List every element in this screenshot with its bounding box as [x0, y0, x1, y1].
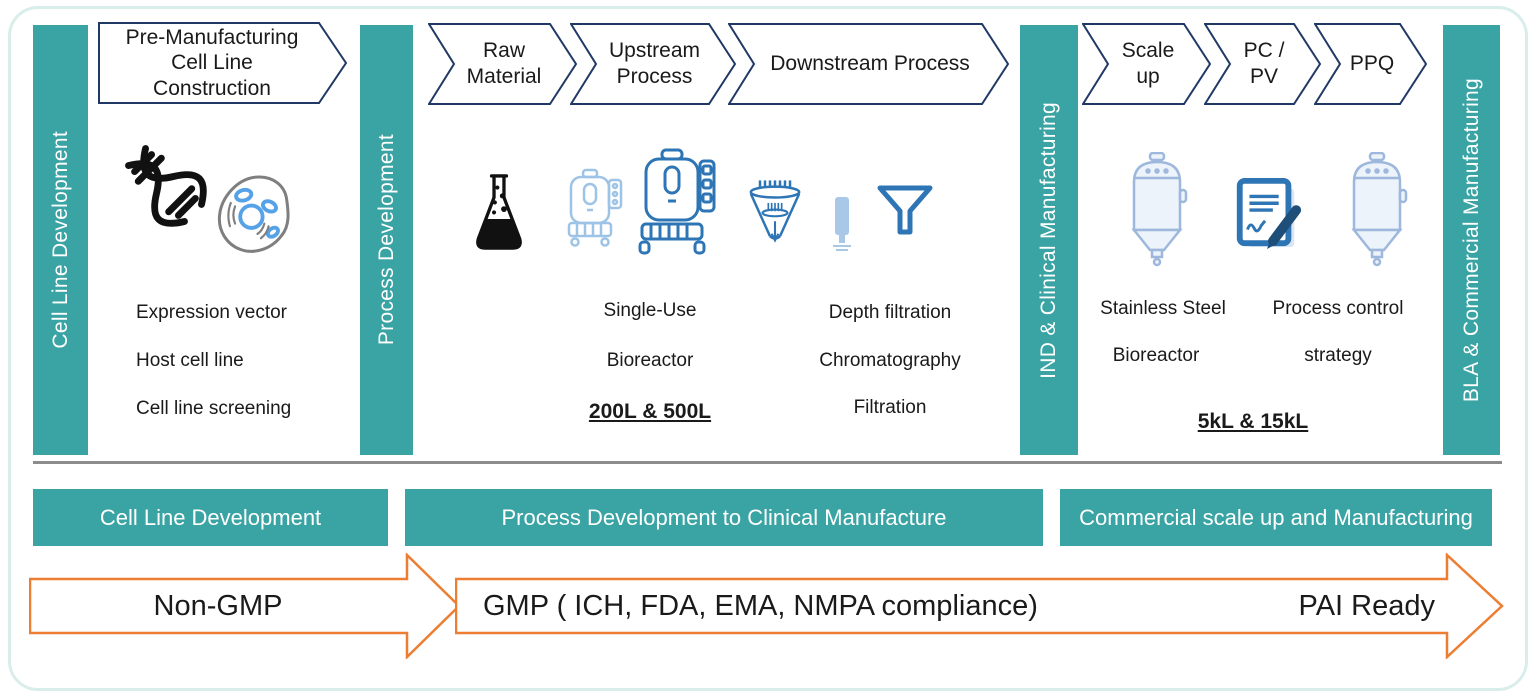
arrow-shape: [29, 553, 461, 659]
chevron-pre-manufacturing: Pre-Manufacturing Cell Line Construction: [98, 22, 348, 104]
chevron-shape: [1204, 23, 1322, 105]
sidebar-cell-line-development: Cell Line Development: [33, 25, 88, 455]
chevron-pc-pv: PC / PV: [1204, 23, 1322, 105]
stainless-steel-bioreactor-icon: [1126, 151, 1188, 272]
chevron-scale-up-label: Scale up: [1121, 39, 1175, 88]
phase-bar-process-to-clinical: Process Development to Clinical Manufact…: [405, 489, 1043, 546]
sidebar-ind-clinical-manufacturing: IND & Clinical Manufacturing: [1020, 25, 1078, 455]
phase-bar-cell-line-development-label: Cell Line Development: [99, 504, 322, 530]
arrow-shape: [455, 553, 1504, 659]
note-expression-vector: Expression vector: [136, 302, 288, 323]
single-use-bioreactor-small-icon: [563, 168, 623, 258]
process-control-document-icon: [1230, 175, 1304, 256]
chevron-pc-pv-label: PC / PV: [1243, 39, 1285, 88]
arrow-non-gmp-label: Non-GMP: [153, 589, 283, 622]
note-ss-bioreactor: Bioreactor: [1112, 345, 1200, 366]
sidebar-bla-commercial-manufacturing-label: BLA & Commercial Manufacturing: [1459, 77, 1483, 403]
chevron-shape: [98, 22, 348, 104]
note-depth-filtration: Depth filtration: [828, 302, 952, 323]
note-cell-line-screening: Cell line screening: [136, 398, 292, 419]
dna-icon: [122, 142, 208, 233]
chevron-upstream-process: Upstream Process: [570, 23, 737, 105]
chevron-raw-material-label: Raw Material: [466, 39, 542, 88]
arrow-gmp-pai: GMP ( ICH, FDA, EMA, NMPA compliance) PA…: [455, 553, 1505, 659]
depth-filtration-icon: [745, 178, 805, 257]
chromatography-column-icon: [832, 196, 852, 257]
note-filtration: Filtration: [853, 397, 927, 418]
sidebar-process-development-label: Process Development: [374, 134, 398, 346]
chevron-raw-material: Raw Material: [428, 23, 578, 105]
chevron-shape: [1082, 23, 1212, 105]
chevron-shape: [1314, 23, 1428, 105]
arrow-pai-ready-label: PAI Ready: [1298, 589, 1435, 622]
note-process-control: Process control: [1272, 298, 1404, 319]
phase-bar-commercial-scale-up-label: Commercial scale up and Manufacturing: [1079, 504, 1473, 530]
single-use-bioreactor-large-icon: [636, 148, 716, 265]
stainless-steel-bioreactor-icon: [1346, 151, 1408, 272]
chevron-downstream-process: Downstream Process: [728, 23, 1010, 105]
chevron-downstream-process-label: Downstream Process: [770, 52, 970, 76]
chevron-shape: [728, 23, 1010, 105]
arrow-non-gmp: Non-GMP: [29, 553, 461, 659]
chevron-ppq: PPQ: [1314, 23, 1428, 105]
outer-frame: [8, 6, 1528, 691]
note-chromatography: Chromatography: [819, 350, 961, 371]
sidebar-ind-clinical-manufacturing-label: IND & Clinical Manufacturing: [1037, 101, 1060, 379]
sidebar-bla-commercial-manufacturing: BLA & Commercial Manufacturing: [1443, 25, 1500, 455]
chevron-scale-up: Scale up: [1082, 23, 1212, 105]
note-stainless-steel: Stainless Steel: [1100, 298, 1226, 319]
arrow-gmp-label: GMP ( ICH, FDA, EMA, NMPA compliance): [483, 589, 1038, 622]
phase-bar-commercial-scale-up: Commercial scale up and Manufacturing: [1060, 489, 1492, 546]
chevron-pre-manufacturing-label: Pre-Manufacturing Cell Line Construction: [125, 25, 299, 100]
sidebar-process-development: Process Development: [360, 25, 413, 455]
phase-bar-process-to-clinical-label: Process Development to Clinical Manufact…: [501, 504, 947, 530]
note-bioreactor: Bioreactor: [606, 350, 694, 371]
cell-icon: [210, 172, 298, 263]
note-single-use: Single-Use: [603, 300, 697, 321]
phase-bar-cell-line-development: Cell Line Development: [33, 489, 388, 546]
note-host-cell-line: Host cell line: [136, 350, 244, 371]
chevron-shape: [428, 23, 578, 105]
chevron-ppq-label: PPQ: [1349, 52, 1395, 76]
filtration-funnel-icon: [876, 184, 934, 241]
note-200l-500l: 200L & 500L: [588, 400, 712, 423]
flask-icon: [470, 172, 528, 257]
sidebar-cell-line-development-label: Cell Line Development: [48, 131, 72, 349]
chevron-shape: [570, 23, 737, 105]
note-strategy: strategy: [1304, 345, 1372, 366]
note-5kl-15kl: 5kL & 15kL: [1197, 410, 1309, 433]
section-divider: [33, 461, 1502, 464]
chevron-upstream-process-label: Upstream Process: [608, 39, 701, 88]
